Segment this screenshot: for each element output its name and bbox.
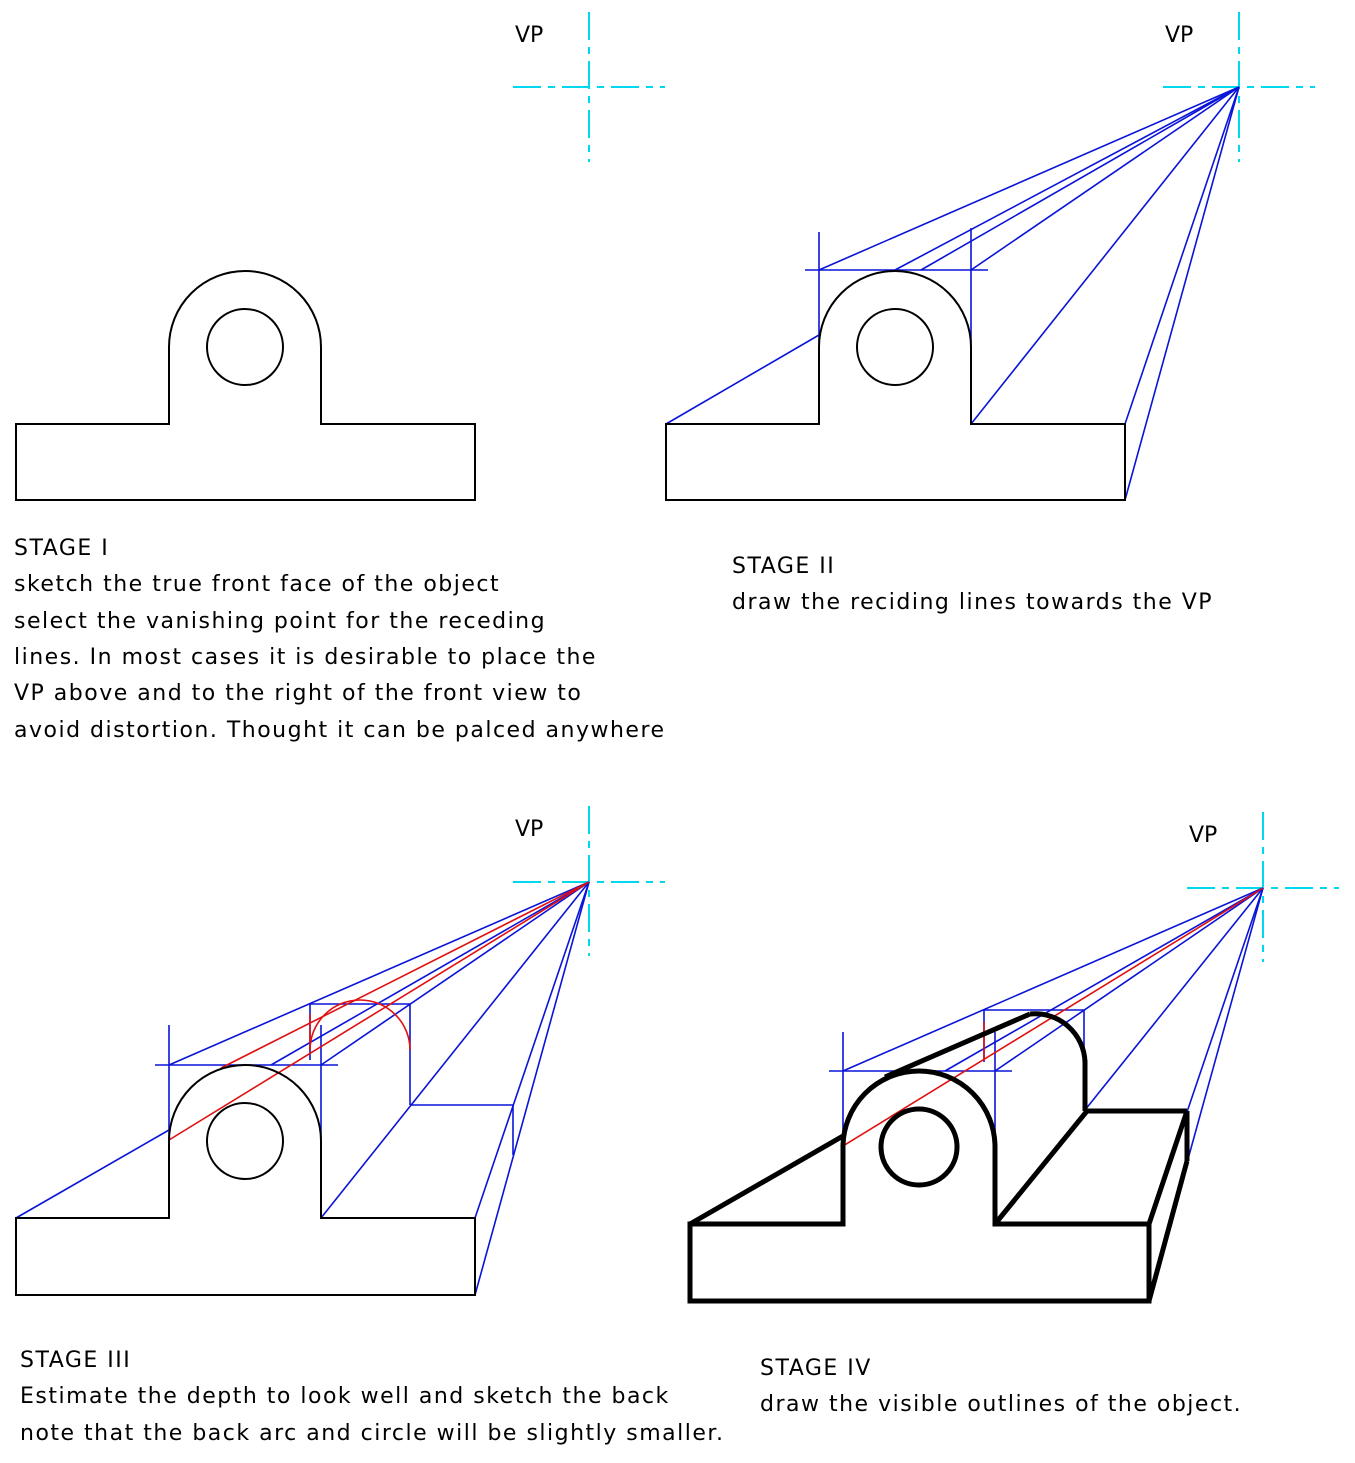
stage-2-panel: VP STAGE II draw the reciding lines towa… [665,12,1315,615]
stage-4-title: STAGE IV [760,1356,872,1381]
stage-3-back-construction [168,881,590,1141]
stage-1-caption-line: sketch the true front face of the object [14,572,500,597]
stage-3-front-face [15,1064,476,1296]
stage-1-vp-label: VP [515,23,543,48]
stage-2-title: STAGE II [732,554,835,579]
stage-4-vp-label: VP [1189,823,1217,848]
stage-4-caption: STAGE IV draw the visible outlines of th… [760,1356,1242,1417]
stage-2-front-face [665,270,1126,501]
stage-4-receding-lines [829,887,1264,1301]
stage-2-caption-line: draw the reciding lines towards the VP [732,590,1213,615]
stage-4-vanishing-point: VP [1187,812,1339,962]
stage-1-title: STAGE I [14,536,109,561]
stage-3-caption: STAGE III Estimate the depth to look wel… [20,1348,724,1446]
stage-4-caption-line: draw the visible outlines of the object. [760,1392,1242,1417]
stage-3-receding-lines [15,881,590,1296]
stage-3-panel: VP [15,806,724,1446]
stage-3-vp-label: VP [515,817,543,842]
stage-3-title: STAGE III [20,1348,131,1373]
stage-1-vanishing-point: VP [513,12,665,162]
stage-1-caption: STAGE I sketch the true front face of th… [14,536,666,743]
stage-1-panel: VP STAGE I sketch the true front face of… [14,12,666,743]
stage-2-receding-lines [665,86,1240,501]
stage-1-caption-line: select the vanishing point for the reced… [14,609,546,634]
stage-1-caption-line: avoid distortion. Thought it can be palc… [14,718,666,743]
stage-1-caption-line: lines. In most cases it is desirable to … [14,645,597,670]
stage-4-panel: VP [687,812,1339,1417]
stage-3-vanishing-point: VP [513,806,665,956]
stage-4-visible-outline [687,1011,1190,1304]
stage-3-caption-line: note that the back arc and circle will b… [20,1421,724,1446]
stage-1-front-face [15,270,476,501]
stage-1-caption-line: VP above and to the right of the front v… [14,681,582,706]
stage-2-caption: STAGE II draw the reciding lines towards… [732,554,1213,615]
stage-2-vp-label: VP [1165,23,1193,48]
stage-3-caption-line: Estimate the depth to look well and sket… [20,1384,670,1409]
